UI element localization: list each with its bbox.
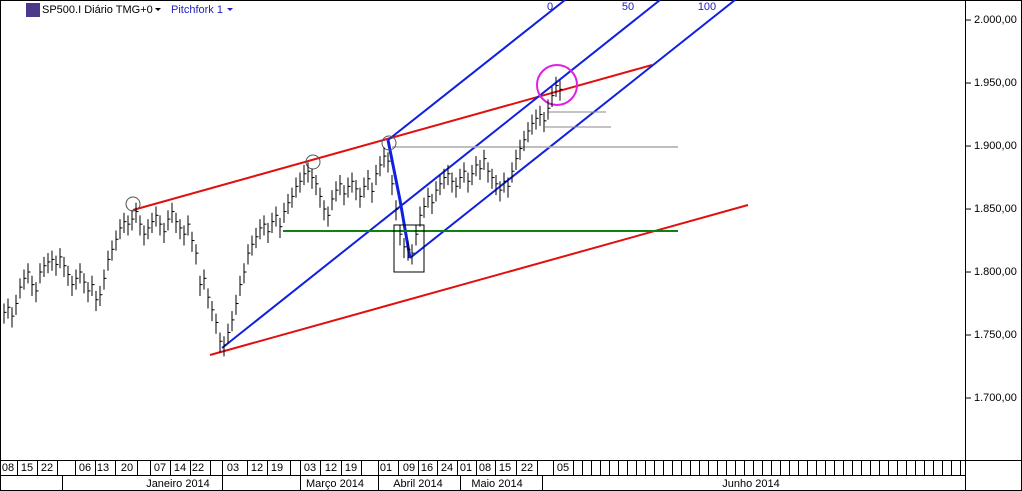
month-label: Maio 2014 [471, 478, 522, 490]
study-label[interactable]: Pitchfork 1 [171, 4, 223, 16]
pitchfork-median[interactable] [221, 0, 661, 349]
marker-box[interactable] [393, 224, 425, 273]
y-tick-label: 1.900,00 [974, 140, 1017, 152]
date-label: 15 [499, 462, 511, 474]
y-tick-label: 1.850,00 [974, 203, 1017, 215]
date-label: 01 [380, 462, 392, 474]
marker-circle[interactable] [125, 196, 141, 212]
date-label: 22 [192, 462, 204, 474]
date-label: 22 [521, 462, 533, 474]
marker-circle[interactable] [305, 154, 321, 170]
y-tick-label: 1.700,00 [974, 392, 1017, 404]
date-label: 13 [97, 462, 109, 474]
study-dropdown[interactable] [227, 8, 233, 11]
symbol-dropdown[interactable] [155, 8, 161, 11]
date-label: 12 [325, 462, 337, 474]
date-label: 06 [79, 462, 91, 474]
date-label: 01 [460, 462, 472, 474]
symbol-icon[interactable] [26, 3, 40, 17]
highlight-circle[interactable] [536, 64, 578, 106]
pitchfork-level: 0 [547, 1, 553, 13]
date-label: 22 [41, 462, 53, 474]
date-label: 14 [174, 462, 186, 474]
date-label: 08 [2, 462, 14, 474]
date-label: 03 [227, 462, 239, 474]
y-tick-label: 2.000,00 [974, 14, 1017, 26]
date-label: 05 [557, 462, 569, 474]
date-label: 19 [271, 462, 283, 474]
date-label: 08 [479, 462, 491, 474]
month-label: Junho 2014 [722, 478, 780, 490]
date-label: 07 [154, 462, 166, 474]
pitchfork-level: 50 [622, 1, 634, 13]
month-label: Março 2014 [306, 478, 364, 490]
month-label: Janeiro 2014 [146, 478, 210, 490]
pitchfork-tine[interactable] [387, 0, 566, 141]
pitchfork-level: 100 [698, 1, 716, 13]
month-label: Abril 2014 [393, 478, 443, 490]
marker-circle[interactable] [381, 135, 397, 151]
y-tick-label: 1.950,00 [974, 77, 1017, 89]
date-label: 20 [121, 462, 133, 474]
pitchfork-tine[interactable] [409, 0, 736, 259]
date-label: 24 [441, 462, 453, 474]
date-label: 16 [421, 462, 433, 474]
date-label: 03 [304, 462, 316, 474]
date-label: 09 [403, 462, 415, 474]
symbol-label[interactable]: SP500.I Diário TMG+0 [42, 4, 153, 16]
date-label: 12 [251, 462, 263, 474]
date-label: 19 [345, 462, 357, 474]
y-tick-label: 1.800,00 [974, 266, 1017, 278]
pitchfork-handle[interactable] [386, 139, 412, 259]
date-label: 15 [21, 462, 33, 474]
drawings [125, 0, 749, 356]
y-tick-label: 1.750,00 [974, 329, 1017, 341]
